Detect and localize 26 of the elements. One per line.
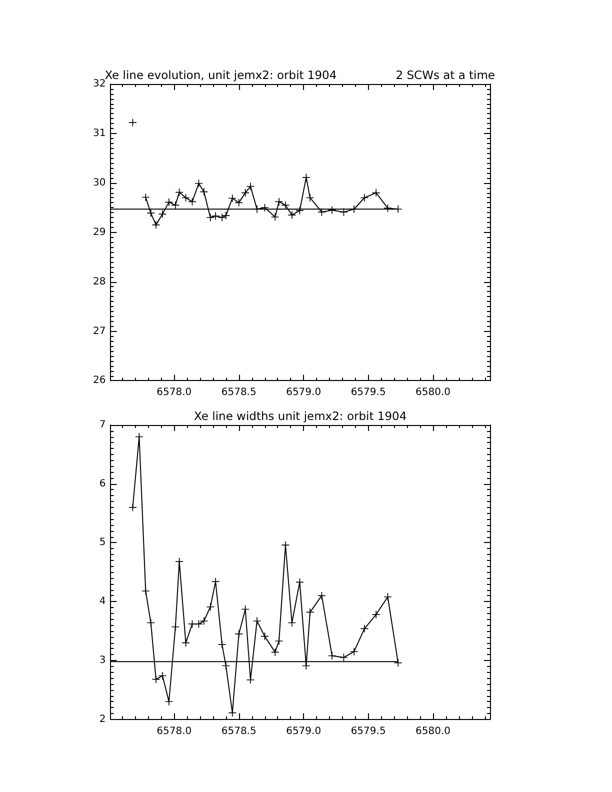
x-tick-label: 6579.5 [350,387,386,398]
y-tick-label: 7 [99,420,106,430]
y-tick-label: 30 [92,177,106,188]
chart-title: Xe line evolution, unit jemx2: orbit 1904 [104,68,337,82]
chart-title: Xe line widths unit jemx2: orbit 1904 [194,409,407,423]
x-tick-label: 6580.0 [416,726,451,737]
y-tick-label: 31 [92,128,106,139]
y-tick-label: 27 [92,326,106,337]
y-tick-label: 28 [92,276,106,288]
chart-subtitle: 2 SCWs at a time [396,68,496,82]
x-tick-label: 6579.0 [286,726,322,737]
x-tick-label: 6579.0 [286,387,322,398]
y-tick-label: 2 [99,714,106,725]
x-tick-label: 6578.0 [156,726,192,737]
x-tick-label: 6578.0 [156,387,192,398]
y-tick-label: 29 [92,226,106,238]
x-tick-label: 6578.5 [221,726,256,737]
x-tick-label: 6579.5 [350,726,386,737]
x-tick-label: 6578.5 [221,387,256,398]
x-tick-label: 6580.0 [416,387,451,398]
y-tick-label: 4 [99,596,106,608]
y-tick-label: 6 [99,478,106,490]
y-tick-label: 32 [92,78,106,90]
y-tick-label: 3 [99,654,106,666]
y-tick-label: 5 [99,537,106,548]
y-tick-label: 26 [92,375,106,386]
